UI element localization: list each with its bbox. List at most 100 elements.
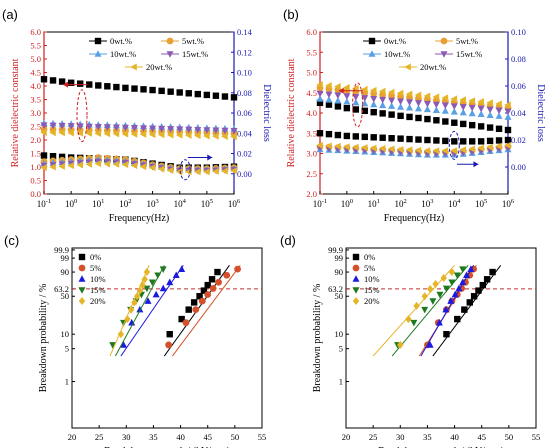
data-point xyxy=(369,86,377,94)
series-loss-0wt.% xyxy=(316,130,512,145)
y2-tick-label: 0.04 xyxy=(511,108,527,118)
data-point xyxy=(136,305,144,313)
data-point xyxy=(361,95,369,102)
legend-marker xyxy=(78,287,86,294)
data-point xyxy=(212,167,219,175)
data-point xyxy=(221,93,229,100)
data-point xyxy=(325,101,333,108)
data-point xyxy=(194,168,201,176)
x-tick-label: 10-1 xyxy=(313,198,327,209)
data-point xyxy=(230,94,238,101)
legend-label: 0wt.% xyxy=(110,36,132,46)
data-point xyxy=(40,76,48,83)
data-point xyxy=(212,92,220,99)
legend-marker xyxy=(78,275,86,282)
data-point xyxy=(378,87,386,95)
series-20% xyxy=(372,264,456,357)
data-point xyxy=(196,293,203,300)
data-point xyxy=(316,90,324,98)
panel-label: (a) xyxy=(2,7,18,22)
data-point xyxy=(139,130,147,138)
panel-label: (d) xyxy=(280,233,296,248)
data-point xyxy=(112,124,120,132)
data-point xyxy=(477,144,484,152)
data-point xyxy=(58,129,65,137)
x-tick-label: 20 xyxy=(342,432,351,442)
x-tick-label: 104 xyxy=(174,198,187,209)
legend-marker xyxy=(166,51,174,58)
data-point xyxy=(194,132,201,140)
data-point xyxy=(223,271,231,279)
y-tick-label: 5 xyxy=(65,344,69,354)
data-point xyxy=(477,110,485,118)
legend-marker xyxy=(78,253,86,261)
x-tick-label: 40 xyxy=(176,432,185,442)
series-constant-0wt.% xyxy=(316,99,512,134)
x-tick-label: 25 xyxy=(95,432,104,442)
legend-marker xyxy=(440,51,448,58)
data-point xyxy=(424,136,431,144)
data-point xyxy=(360,144,368,152)
data-point xyxy=(40,164,47,172)
x-tick-label: 45 xyxy=(203,432,212,442)
y-tick-label: 1.5 xyxy=(30,149,41,159)
data-point xyxy=(459,104,467,111)
y2-tick-label: 0.08 xyxy=(511,54,526,64)
series-10% xyxy=(420,265,475,357)
series-constant-0wt.% xyxy=(40,76,238,101)
data-point xyxy=(343,93,351,100)
data-point xyxy=(122,84,129,92)
data-point xyxy=(387,88,395,96)
y2-tick-label: 0.06 xyxy=(511,81,526,91)
arrow-head xyxy=(207,154,213,161)
annotation-ellipse xyxy=(352,82,364,128)
x-tick-label: 25 xyxy=(369,432,378,442)
data-point xyxy=(334,142,341,150)
panel-d: 20 25 30 35 40 45 50 5515105063.2909999.9Breakd… xyxy=(280,233,540,448)
data-point xyxy=(121,161,129,169)
legend-marker xyxy=(352,287,360,294)
data-point xyxy=(360,85,368,93)
x-tick-label: 55 xyxy=(532,432,541,442)
data-point xyxy=(209,285,217,292)
data-point xyxy=(451,119,458,126)
data-point xyxy=(423,100,431,108)
legend-label: 0% xyxy=(90,252,101,262)
data-point xyxy=(379,134,386,141)
data-point xyxy=(455,284,463,292)
series-15% xyxy=(391,264,469,357)
x-axis-label: Frequency(Hz) xyxy=(384,213,445,224)
x-tick-label: 100 xyxy=(341,198,353,209)
annotation-ellipse xyxy=(76,89,88,143)
legend-label: 15% xyxy=(90,285,106,295)
y2-tick-label: 0.02 xyxy=(237,149,252,159)
data-point xyxy=(486,111,494,118)
data-point xyxy=(103,160,111,168)
legend-marker xyxy=(440,37,448,45)
x-tick-label: 20 xyxy=(68,432,77,442)
legend-marker xyxy=(352,275,360,282)
data-point xyxy=(112,130,120,138)
data-point xyxy=(414,91,422,99)
data-point xyxy=(451,290,459,298)
data-point xyxy=(475,287,482,294)
data-point xyxy=(433,117,440,124)
data-point xyxy=(316,130,324,137)
data-point xyxy=(352,98,360,106)
data-point xyxy=(127,305,135,314)
y2-axis-label: Dielectric loss xyxy=(535,84,546,142)
x-tick-label: 106 xyxy=(502,198,515,209)
x-tick-label: 40 xyxy=(450,432,459,442)
data-point xyxy=(423,92,431,100)
data-point xyxy=(495,137,503,144)
data-point xyxy=(504,141,511,149)
data-point xyxy=(221,127,229,135)
data-point xyxy=(203,168,210,176)
data-point xyxy=(49,77,57,84)
series-5% xyxy=(165,265,241,357)
data-point xyxy=(185,90,192,97)
y-tick-label: 50 xyxy=(61,291,70,301)
data-point xyxy=(435,318,443,326)
data-point xyxy=(486,99,493,107)
data-point xyxy=(334,92,342,99)
